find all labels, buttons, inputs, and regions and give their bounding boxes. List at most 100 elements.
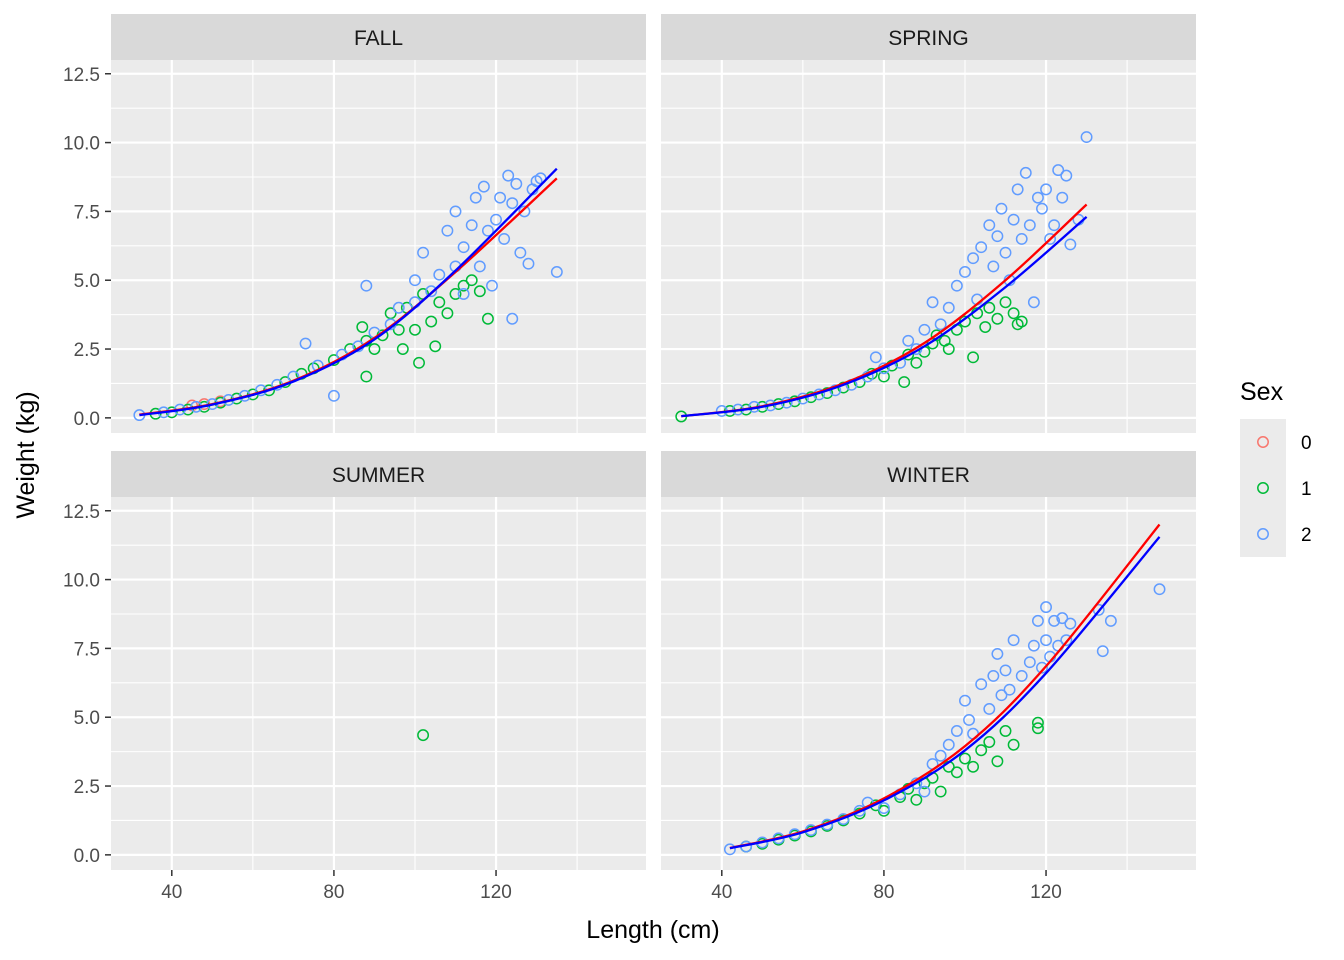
point-sex-2	[942, 301, 955, 314]
legend-label: 2	[1301, 525, 1312, 546]
facet-fall: FALL	[111, 14, 646, 433]
point-sex-2	[1019, 166, 1032, 179]
point-sex-2	[1027, 639, 1040, 652]
point-sex-1	[942, 343, 955, 355]
point-sex-2	[518, 205, 531, 218]
y-tick-label: 0.0	[74, 409, 100, 430]
x-tick-label: 120	[480, 882, 512, 903]
point-sex-2	[1023, 219, 1036, 232]
point-sex-2	[934, 749, 947, 762]
point-sex-1	[959, 752, 971, 765]
point-sex-1	[481, 312, 494, 325]
point-sex-2	[1040, 601, 1052, 614]
point-sex-2	[481, 224, 494, 237]
y-tick-label: 10.0	[63, 134, 100, 155]
legend-title: Sex	[1240, 378, 1284, 406]
gridlines	[111, 60, 646, 433]
points	[675, 131, 1093, 423]
point-sex-2	[983, 219, 996, 232]
facet-strip-label: SUMMER	[332, 464, 425, 487]
point-sex-2	[514, 246, 527, 259]
legend-key-0: 0	[1240, 419, 1312, 465]
legend: Sex 0 1 2	[1240, 378, 1312, 557]
point-sex-2	[494, 191, 507, 204]
point-sex-2	[550, 266, 563, 278]
point-sex-1	[396, 343, 409, 355]
point-sex-1	[983, 301, 996, 314]
point-sex-2	[1040, 634, 1052, 647]
y-tick-label: 7.5	[74, 639, 100, 660]
point-sex-1	[473, 285, 486, 298]
point-sex-1	[999, 725, 1012, 737]
point-sex-2	[486, 279, 498, 292]
point-sex-1	[898, 376, 911, 389]
point-sex-2	[506, 312, 519, 325]
point-sex-1	[999, 296, 1012, 309]
point-sex-1	[877, 370, 890, 383]
point-sex-1	[950, 766, 963, 779]
point-sex-2	[409, 274, 421, 287]
x-tick-label: 80	[323, 882, 344, 903]
point-sex-2	[1064, 617, 1077, 630]
point-sex-2	[995, 689, 1008, 702]
point-sex-1	[425, 315, 438, 328]
point-sex-1	[967, 351, 980, 364]
point-sex-1	[368, 343, 381, 355]
legend-key-background	[1240, 465, 1286, 511]
points	[723, 583, 1166, 856]
point-sex-2	[441, 224, 454, 237]
point-sex-2	[1040, 183, 1052, 196]
facet-strip	[111, 14, 646, 60]
point-sex-2	[473, 260, 486, 273]
point-sex-2	[1080, 131, 1093, 144]
legend-key-1: 1	[1240, 465, 1312, 511]
y-tick-label: 12.5	[63, 65, 100, 86]
point-sex-2	[469, 191, 482, 204]
point-sex-1	[979, 321, 992, 333]
point-sex-1	[1031, 722, 1044, 735]
point-sex-1	[457, 279, 470, 292]
point-sex-1	[910, 356, 923, 369]
point-sex-2	[999, 246, 1012, 259]
fit-curve-sex-2	[681, 216, 1088, 418]
point-sex-2	[1031, 191, 1044, 204]
point-sex-2	[1048, 614, 1061, 627]
point-sex-2	[392, 301, 405, 314]
point-sex-1	[356, 321, 369, 333]
point-sex-2	[510, 177, 523, 190]
point-sex-1	[360, 370, 373, 383]
y-tick-label: 5.0	[74, 708, 100, 729]
point-sex-2	[991, 230, 1004, 243]
point-sex-2	[1036, 661, 1048, 674]
point-sex-2	[457, 288, 470, 300]
point-sex-2	[1064, 238, 1077, 251]
point-sex-2	[950, 279, 963, 292]
x-tick-label: 80	[873, 882, 894, 903]
point-sex-2	[1007, 634, 1020, 647]
point-sex-2	[975, 678, 988, 691]
point-sex-1	[983, 736, 996, 748]
point-sex-1	[417, 729, 430, 742]
point-sex-2	[1060, 634, 1073, 647]
point-sex-2	[1015, 669, 1028, 682]
point-sex-2	[723, 843, 736, 856]
point-sex-2	[1011, 183, 1024, 196]
point-sex-2	[449, 205, 462, 218]
point-sex-2	[995, 202, 1008, 215]
point-sex-1	[934, 785, 947, 798]
point-sex-2	[987, 669, 1000, 682]
point-sex-2	[457, 241, 470, 254]
point-sex-2	[1060, 169, 1073, 182]
point-sex-2	[987, 260, 1000, 273]
point-sex-1	[1031, 716, 1044, 729]
point-sex-1	[991, 312, 1004, 325]
panel-background	[661, 60, 1196, 433]
y-tick-label: 5.0	[74, 271, 100, 292]
point-sex-2	[959, 266, 971, 278]
point-sex-1	[991, 755, 1004, 768]
point-sex-2	[1096, 645, 1109, 658]
legend-label: 0	[1301, 433, 1312, 454]
point-sex-2	[465, 219, 478, 232]
x-axes: 40 80 120 40 80 120	[161, 870, 1062, 903]
